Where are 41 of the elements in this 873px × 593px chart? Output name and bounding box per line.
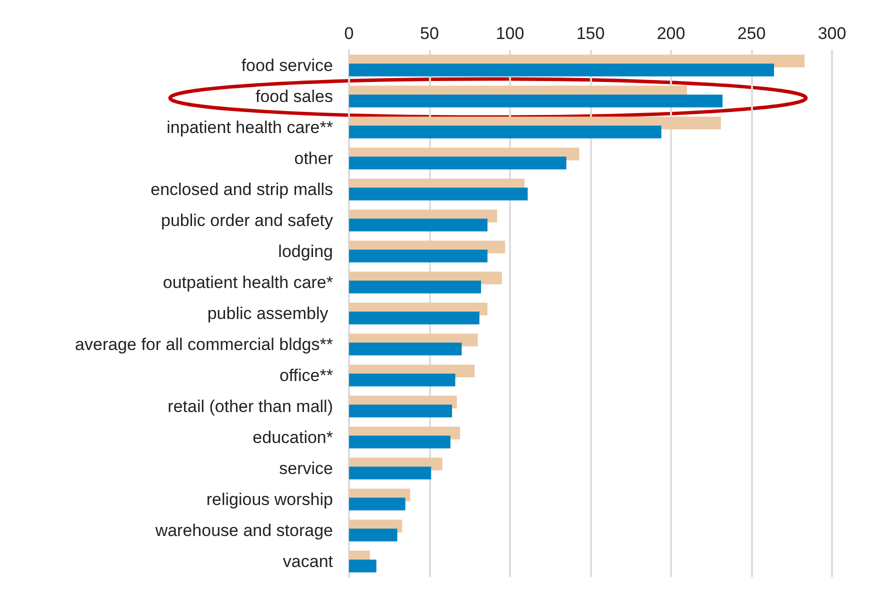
y-tick-label: public assembly — [207, 304, 333, 323]
y-tick-label: lodging — [278, 242, 333, 261]
y-tick-label: education* — [252, 428, 334, 447]
y-tick-label: food service — [241, 56, 333, 75]
y-tick-label: public order and safety — [161, 211, 334, 230]
bar — [349, 312, 480, 324]
x-tick-label: 0 — [344, 24, 354, 43]
bar — [349, 250, 488, 262]
bar — [349, 404, 452, 418]
bar — [349, 126, 662, 138]
y-tick-label: service — [279, 459, 333, 478]
bar — [349, 498, 406, 510]
x-tick-label: 300 — [818, 24, 846, 43]
y-tick-label: office** — [279, 366, 334, 385]
bar — [349, 218, 488, 232]
bar — [349, 64, 774, 76]
x-tick-label: 50 — [420, 24, 439, 43]
bar — [349, 374, 456, 386]
x-tick-label: 150 — [576, 24, 605, 43]
bar — [349, 560, 376, 572]
x-tick-label: 250 — [737, 24, 766, 43]
y-tick-label: warehouse and storage — [154, 521, 333, 540]
y-tick-label: average for all commercial bldgs** — [75, 335, 334, 354]
y-tick-label: religious worship — [206, 490, 333, 509]
bar — [349, 342, 462, 356]
y-tick-label: enclosed and strip malls — [150, 180, 333, 199]
bar — [349, 436, 450, 448]
bar — [349, 188, 528, 200]
y-tick-label: food sales — [256, 87, 333, 106]
y-tick-label: vacant — [282, 552, 334, 571]
x-tick-label: 200 — [656, 24, 686, 43]
bar — [349, 528, 398, 542]
bar — [349, 466, 432, 480]
bar — [349, 156, 566, 170]
y-tick-label: inpatient health care** — [166, 118, 334, 137]
bar — [349, 94, 723, 108]
bar — [349, 280, 482, 294]
y-tick-label: outpatient health care* — [162, 273, 334, 292]
x-tick-label: 100 — [496, 24, 524, 43]
y-tick-label: retail (other than mall) — [168, 397, 333, 416]
y-tick-label: other — [294, 149, 334, 168]
